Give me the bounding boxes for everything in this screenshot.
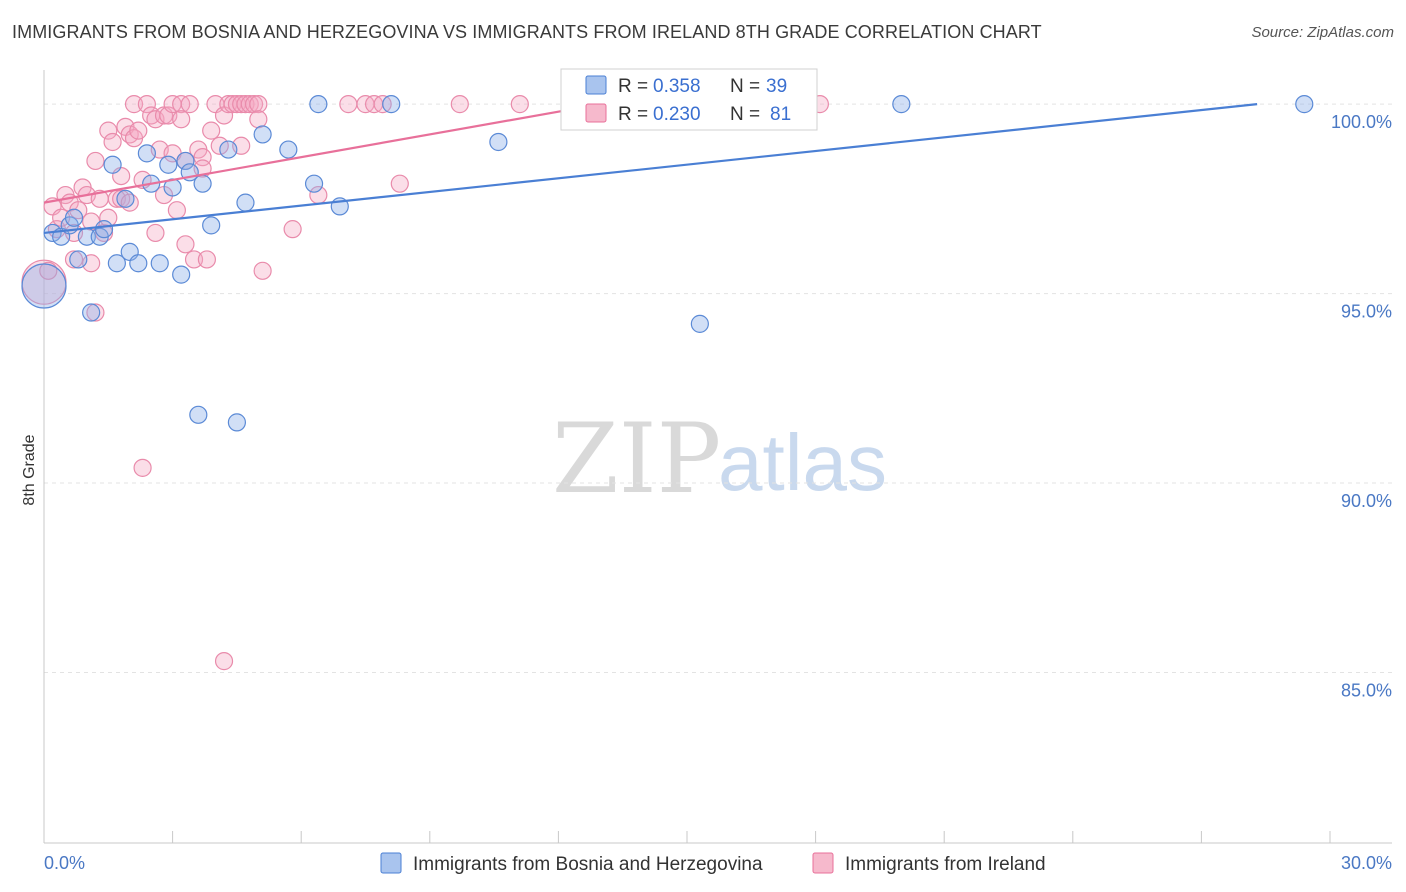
ireland-point-75 bbox=[390, 174, 409, 193]
ireland-point-66 bbox=[249, 95, 268, 114]
bosnia-point-12 bbox=[116, 189, 135, 208]
stats-legend: R = 0.358 N = 39 R = 0.230 N = 81 bbox=[560, 68, 818, 131]
legend-swatch-bosnia bbox=[585, 75, 607, 95]
ireland-point-19 bbox=[99, 121, 118, 140]
x-tick-label-max: 30.0% bbox=[1341, 853, 1392, 873]
bosnia-point-18 bbox=[159, 155, 178, 174]
bosnia-point-10 bbox=[103, 155, 122, 174]
bosnia-point-11 bbox=[107, 254, 126, 273]
ireland-point-77 bbox=[510, 95, 529, 114]
bosnia-point-7 bbox=[82, 303, 101, 322]
ireland-trend-line bbox=[43, 103, 602, 204]
legend-r-value-ireland: 0.230 bbox=[653, 104, 701, 125]
watermark-atlas: atlas bbox=[718, 418, 887, 507]
ireland-point-1 bbox=[39, 261, 58, 280]
ireland-point-69 bbox=[283, 220, 302, 239]
y-tick-label-100: 100.0% bbox=[1331, 112, 1392, 132]
ireland-point-20 bbox=[103, 132, 122, 152]
bosnia-point-32 bbox=[309, 95, 328, 114]
watermark: ZIP atlas bbox=[552, 403, 887, 515]
bosnia-point-31 bbox=[304, 174, 324, 193]
bosnia-point-34 bbox=[382, 95, 401, 114]
bosnia-point-35 bbox=[489, 132, 508, 152]
source-credit: Source: ZipAtlas.com bbox=[1251, 24, 1394, 41]
ireland-point-71 bbox=[339, 95, 358, 114]
y-axis-label: 8th Grade bbox=[21, 434, 38, 505]
bosnia-point-37 bbox=[892, 95, 911, 114]
bosnia-point-14 bbox=[129, 254, 148, 273]
bosnia-trend-line bbox=[43, 103, 1258, 235]
bosnia-points bbox=[21, 95, 1314, 432]
series-legend-swatch-ireland bbox=[812, 852, 834, 874]
legend-n-value-bosnia: 39 bbox=[766, 76, 787, 97]
chart-title: IMMIGRANTS FROM BOSNIA AND HERZEGOVINA V… bbox=[12, 22, 1042, 42]
ireland-point-8 bbox=[64, 250, 84, 269]
ireland-point-31 bbox=[133, 458, 152, 477]
legend-r-label-ireland: R = bbox=[618, 104, 648, 125]
legend-r-label-bosnia: R = bbox=[618, 76, 648, 97]
legend-r-value-bosnia: 0.358 bbox=[653, 76, 701, 97]
bosnia-point-25 bbox=[202, 216, 221, 235]
series-legend-swatch-bosnia bbox=[380, 852, 402, 874]
bosnia-point-24 bbox=[193, 174, 212, 193]
ireland-point-15 bbox=[86, 303, 105, 322]
ireland-point-68 bbox=[253, 261, 272, 280]
bosnia-point-21 bbox=[176, 151, 195, 171]
legend-swatch-ireland bbox=[585, 103, 607, 123]
legend-n-label-ireland: N = bbox=[730, 104, 760, 125]
ireland-point-55 bbox=[210, 136, 229, 155]
ireland-point-35 bbox=[146, 223, 165, 243]
ireland-point-28 bbox=[124, 95, 144, 114]
gridlines bbox=[44, 103, 1392, 673]
bosnia-point-5 bbox=[69, 250, 88, 269]
trend-lines bbox=[43, 103, 1258, 235]
x-tick-label-min: 0.0% bbox=[44, 853, 85, 873]
legend-n-value-ireland: 81 bbox=[770, 104, 791, 125]
bosnia-point-26 bbox=[219, 140, 238, 159]
series-legend-label-ireland: Immigrants from Ireland bbox=[845, 854, 1046, 875]
y-tick-labels: 85.0% 90.0% 95.0% 100.0% bbox=[1331, 112, 1392, 700]
x-axis-ticks bbox=[43, 831, 1331, 843]
ireland-point-32 bbox=[137, 95, 156, 114]
bosnia-point-4 bbox=[64, 208, 84, 227]
watermark-zip: ZIP bbox=[552, 403, 721, 515]
bosnia-point-29 bbox=[253, 125, 272, 144]
ireland-point-56 bbox=[214, 652, 234, 671]
series-legend: Immigrants from Bosnia and Herzegovina I… bbox=[380, 852, 1046, 875]
ireland-point-44 bbox=[172, 110, 191, 129]
ireland-point-29 bbox=[129, 121, 148, 140]
bosnia-point-17 bbox=[150, 254, 169, 273]
ireland-point-53 bbox=[202, 121, 221, 140]
bosnia-point-20 bbox=[172, 265, 191, 284]
bosnia-point-38 bbox=[1295, 95, 1314, 114]
bosnia-point-36 bbox=[690, 314, 709, 333]
ireland-point-52 bbox=[197, 250, 216, 269]
ireland-point-67 bbox=[249, 110, 268, 129]
ireland-point-47 bbox=[180, 95, 199, 114]
y-tick-label-85: 85.0% bbox=[1341, 680, 1392, 700]
bosnia-point-30 bbox=[279, 140, 298, 159]
bosnia-point-15 bbox=[137, 144, 156, 163]
bosnia-point-27 bbox=[227, 413, 246, 432]
ireland-point-23 bbox=[112, 189, 131, 208]
ireland-point-46 bbox=[176, 235, 195, 254]
bosnia-point-9 bbox=[94, 220, 114, 239]
y-tick-label-95: 95.0% bbox=[1341, 302, 1392, 322]
bosnia-point-23 bbox=[189, 405, 208, 424]
bosnia-point-0 bbox=[21, 263, 67, 309]
legend-n-label-bosnia: N = bbox=[730, 76, 760, 97]
series-legend-label-bosnia: Immigrants from Bosnia and Herzegovina bbox=[413, 854, 763, 875]
bosnia-point-28 bbox=[236, 193, 255, 212]
ireland-point-42 bbox=[167, 201, 186, 220]
ireland-point-76 bbox=[450, 95, 469, 114]
ireland-point-14 bbox=[86, 151, 105, 171]
ireland-point-48 bbox=[184, 250, 204, 269]
y-tick-label-90: 90.0% bbox=[1341, 491, 1392, 511]
